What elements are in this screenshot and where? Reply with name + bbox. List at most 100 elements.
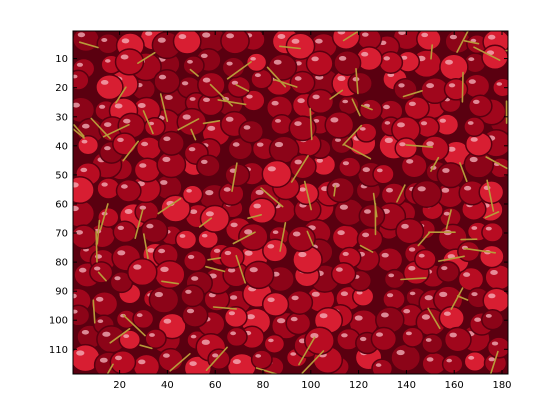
cherry-stem (489, 350, 499, 374)
cherry (157, 130, 185, 156)
cherry (288, 153, 317, 180)
cherry-stem (143, 233, 149, 260)
cherry-stem (78, 41, 99, 49)
cherry-stem (427, 307, 441, 330)
x-tick-label: 20 (113, 380, 126, 391)
cherry-stem (400, 277, 427, 281)
cherry (261, 291, 290, 317)
cherry (245, 52, 268, 73)
cherry-stem (202, 120, 221, 125)
cherry (132, 353, 161, 374)
axes-frame (72, 30, 509, 375)
cherry-stem (456, 295, 469, 301)
y-tick-label: 60 (55, 200, 68, 211)
cherry (289, 70, 316, 95)
y-tick-label: 10 (55, 54, 68, 65)
cherry-stem (355, 68, 359, 95)
cherry-stem (450, 287, 464, 310)
cherry-stem (402, 90, 423, 98)
cherry (73, 69, 90, 91)
cherry (443, 77, 469, 101)
cherry (118, 329, 142, 351)
cherry-stem (306, 230, 315, 247)
cherry (438, 305, 465, 331)
cherry (375, 202, 407, 231)
y-tick-label: 80 (55, 258, 68, 269)
cherry-stem (333, 185, 337, 197)
x-tick-label: 80 (257, 380, 270, 391)
y-tick-label: 50 (55, 170, 68, 181)
cherry (196, 154, 221, 178)
cherry-stem (360, 104, 373, 111)
cherry (331, 31, 361, 50)
cherry-stem (417, 232, 431, 247)
cherry (482, 287, 508, 314)
cherry (95, 73, 124, 101)
axis-ticks: 20 40 60 80 100 120 140 160 180 10 20 30 40 50 60 70 80 9… (49, 31, 512, 391)
x-tick-label: 60 (209, 380, 222, 391)
cherry-stem (309, 107, 313, 141)
cherry (358, 203, 386, 229)
cherry-stem (235, 84, 250, 92)
cherry (481, 221, 504, 243)
cherry (439, 53, 469, 81)
cherry (416, 31, 442, 51)
cherry-stem (463, 39, 480, 45)
cherry (207, 348, 231, 371)
y-tick-label: 40 (55, 141, 68, 152)
cherry-stem (142, 110, 154, 135)
cherry (112, 132, 138, 156)
cherry-stem (278, 45, 301, 50)
cherry (182, 55, 205, 76)
cherry (73, 199, 96, 228)
cherry-stem (122, 314, 146, 337)
cherry-stem (247, 214, 263, 219)
cherry (421, 333, 444, 355)
cherry (411, 179, 443, 209)
cherry-stem (273, 78, 298, 88)
cherry-stem (115, 86, 127, 104)
cherry-stem (484, 211, 500, 219)
cherry-stem (122, 140, 139, 162)
cherry-stem (73, 127, 85, 139)
cherry-stem (266, 66, 287, 88)
cherry-stem (351, 98, 361, 117)
cherry-stem (231, 162, 238, 192)
x-tick-label: 140 (397, 380, 416, 391)
cherry-stem (161, 280, 179, 285)
cherry (324, 111, 355, 139)
cherry (486, 336, 508, 359)
cherry (436, 162, 465, 189)
cherry (223, 306, 248, 329)
cherry (115, 178, 142, 203)
y-tick-label: 20 (55, 83, 68, 94)
cherry (261, 159, 293, 189)
cherry (288, 115, 317, 142)
cherry (148, 285, 180, 314)
cherry (157, 312, 187, 340)
cherry (464, 131, 493, 157)
cherry-stem (342, 31, 361, 42)
cherry (181, 302, 209, 328)
cherry (109, 349, 137, 374)
cherry-stem (359, 244, 374, 253)
cherry (263, 333, 286, 354)
cherry (390, 343, 422, 372)
cherry-stem (226, 61, 252, 80)
cherry (333, 50, 362, 76)
cherry (238, 119, 265, 144)
cherry (154, 259, 186, 290)
cherry (96, 33, 120, 55)
cherry (285, 32, 316, 60)
cherry-stem (473, 46, 501, 62)
cherry-stem (298, 336, 316, 366)
cherry (73, 224, 98, 250)
cherry-stem (430, 44, 434, 60)
cherry (330, 262, 357, 286)
cherry (286, 289, 314, 315)
cherry (304, 326, 335, 356)
cherry (370, 326, 398, 352)
cherry (270, 113, 294, 136)
x-tick-label: 100 (301, 380, 320, 391)
